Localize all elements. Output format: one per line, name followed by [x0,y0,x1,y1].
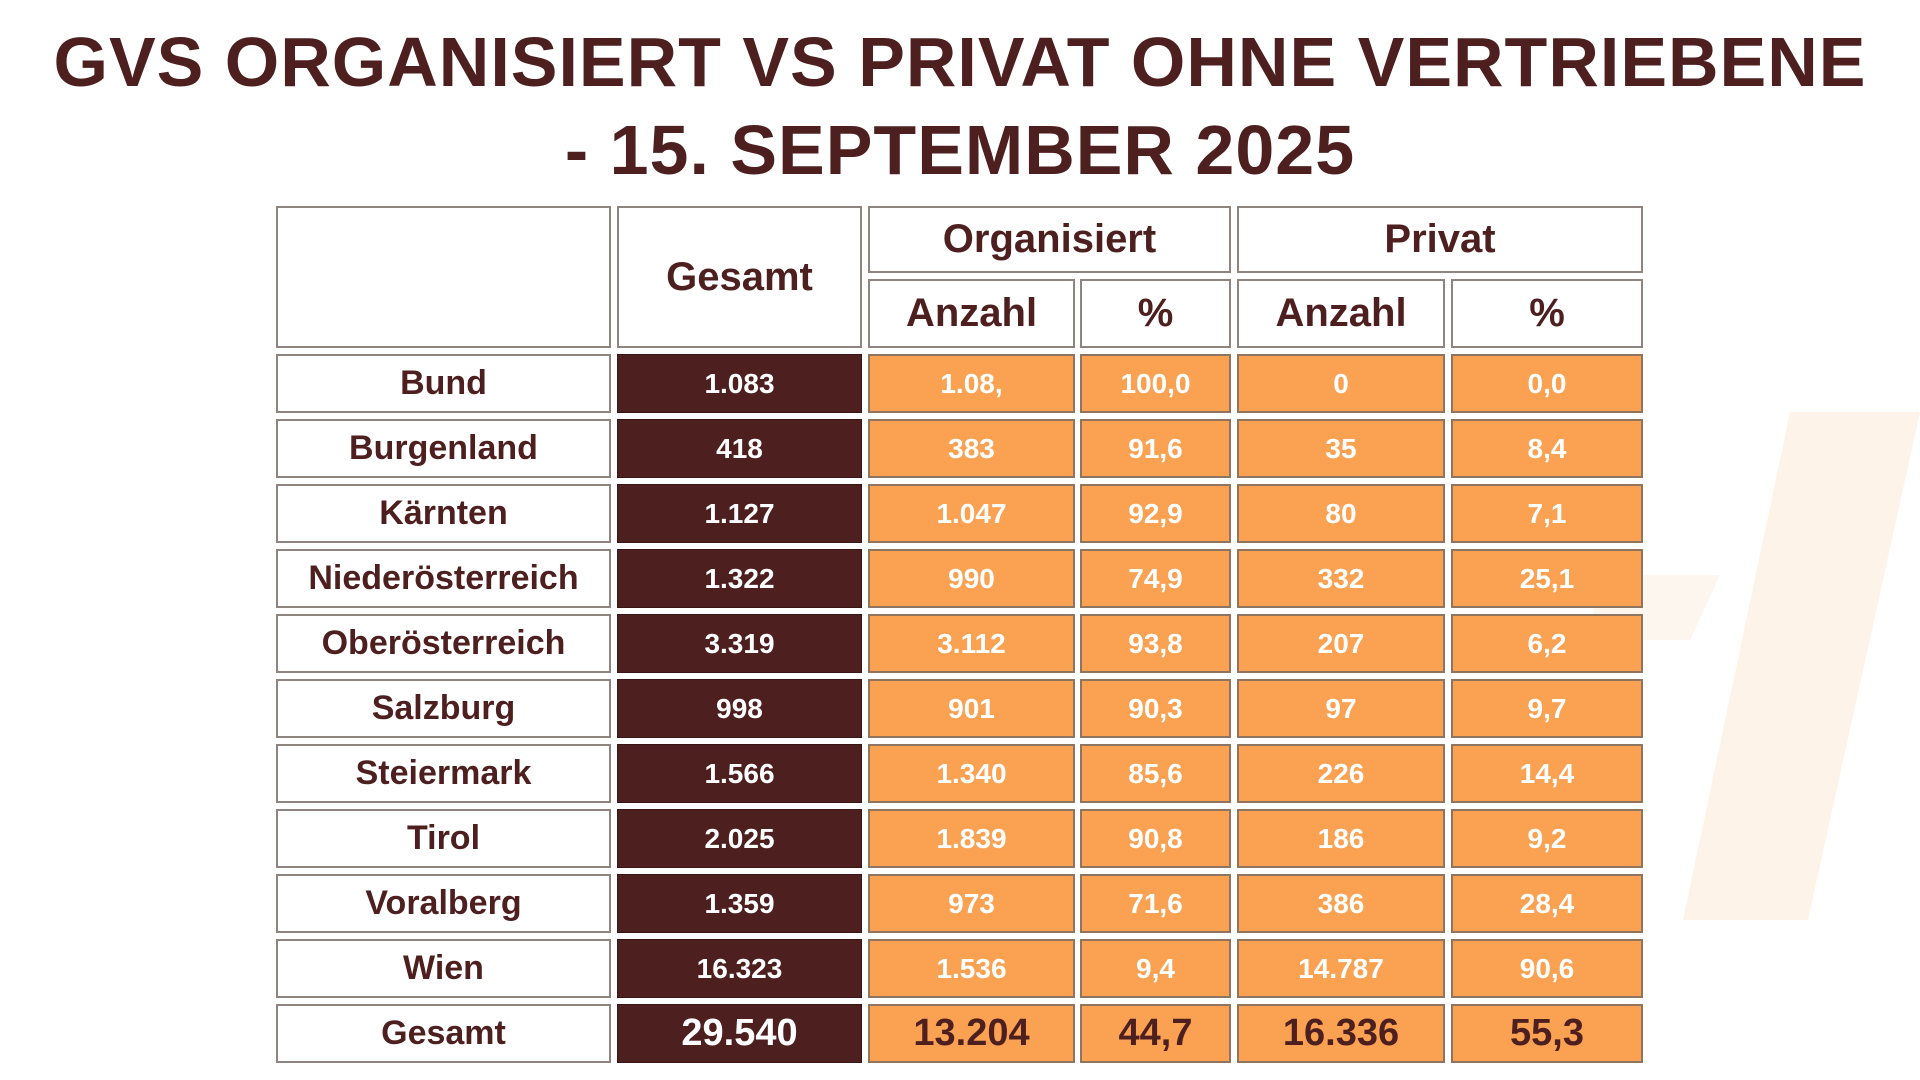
header-priv-percent: % [1451,279,1643,348]
priv-percent-cell: 14,4 [1451,744,1643,803]
row-label: Bund [276,354,611,413]
priv-percent-cell: 90,6 [1451,939,1643,998]
row-label: Wien [276,939,611,998]
header-gesamt: Gesamt [617,206,862,348]
priv-anzahl-cell: 80 [1237,484,1445,543]
gesamt-cell: 1.359 [617,874,862,933]
gesamt-cell: 2.025 [617,809,862,868]
org-percent-cell: 90,3 [1080,679,1231,738]
org-anzahl-cell: 3.112 [868,614,1075,673]
row-label: Steiermark [276,744,611,803]
page-title-line1: GVS ORGANISIERT VS PRIVAT OHNE VERTRIEBE… [53,23,1867,101]
gesamt-cell: 1.083 [617,354,862,413]
priv-percent-cell: 9,7 [1451,679,1643,738]
row-label: Oberösterreich [276,614,611,673]
org-percent-cell: 71,6 [1080,874,1231,933]
header-priv-anzahl: Anzahl [1237,279,1445,348]
org-percent-cell: 90,8 [1080,809,1231,868]
org-anzahl-cell: 973 [868,874,1075,933]
priv-percent-cell: 25,1 [1451,549,1643,608]
priv-percent-cell: 6,2 [1451,614,1643,673]
org-anzahl-cell: 383 [868,419,1075,478]
gesamt-cell: 418 [617,419,862,478]
priv-anzahl-cell: 35 [1237,419,1445,478]
org-anzahl-cell: 1.08, [868,354,1075,413]
header-empty-cell [276,206,611,348]
priv-anzahl-cell: 97 [1237,679,1445,738]
priv-percent-cell: 7,1 [1451,484,1643,543]
header-org-percent: % [1080,279,1231,348]
page-title-line2: - 15. SEPTEMBER 2025 [564,111,1356,189]
org-anzahl-cell: 901 [868,679,1075,738]
priv-percent-cell: 28,4 [1451,874,1643,933]
priv-anzahl-cell: 332 [1237,549,1445,608]
org-anzahl-cell: 1.340 [868,744,1075,803]
gesamt-cell: 998 [617,679,862,738]
priv-anzahl-cell: 0 [1237,354,1445,413]
org-anzahl-cell: 1.839 [868,809,1075,868]
priv-anzahl-cell: 16.336 [1237,1004,1445,1063]
org-percent-cell: 44,7 [1080,1004,1231,1063]
row-label: Salzburg [276,679,611,738]
gesamt-cell: 29.540 [617,1004,862,1063]
gesamt-cell: 1.322 [617,549,862,608]
org-percent-cell: 74,9 [1080,549,1231,608]
row-label: Niederösterreich [276,549,611,608]
priv-anzahl-cell: 226 [1237,744,1445,803]
priv-percent-cell: 8,4 [1451,419,1643,478]
priv-anzahl-cell: 207 [1237,614,1445,673]
org-percent-cell: 92,9 [1080,484,1231,543]
org-percent-cell: 9,4 [1080,939,1231,998]
row-label: Voralberg [276,874,611,933]
header-org-anzahl: Anzahl [868,279,1075,348]
org-percent-cell: 93,8 [1080,614,1231,673]
header-organisiert: Organisiert [868,206,1231,273]
gesamt-cell: 3.319 [617,614,862,673]
org-anzahl-cell: 990 [868,549,1075,608]
row-label: Gesamt [276,1004,611,1063]
row-label: Kärnten [276,484,611,543]
priv-anzahl-cell: 186 [1237,809,1445,868]
gesamt-cell: 1.127 [617,484,862,543]
gesamt-cell: 16.323 [617,939,862,998]
priv-anzahl-cell: 386 [1237,874,1445,933]
org-anzahl-cell: 1.047 [868,484,1075,543]
org-percent-cell: 85,6 [1080,744,1231,803]
header-privat: Privat [1237,206,1643,273]
org-anzahl-cell: 13.204 [868,1004,1075,1063]
org-percent-cell: 100,0 [1080,354,1231,413]
org-anzahl-cell: 1.536 [868,939,1075,998]
org-percent-cell: 91,6 [1080,419,1231,478]
row-label: Tirol [276,809,611,868]
priv-percent-cell: 9,2 [1451,809,1643,868]
priv-percent-cell: 0,0 [1451,354,1643,413]
priv-percent-cell: 55,3 [1451,1004,1643,1063]
row-label: Burgenland [276,419,611,478]
gesamt-cell: 1.566 [617,744,862,803]
priv-anzahl-cell: 14.787 [1237,939,1445,998]
